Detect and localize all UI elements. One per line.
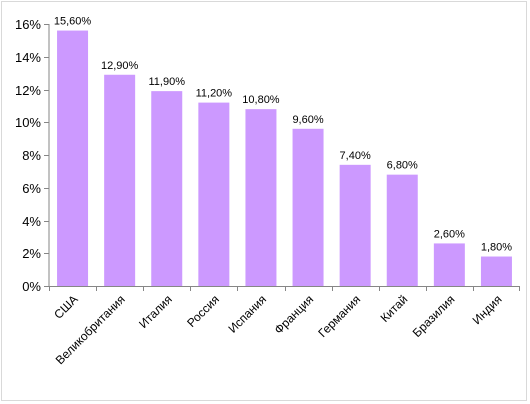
x-category-label: Франция bbox=[272, 292, 317, 337]
bar bbox=[198, 102, 230, 286]
y-tick-label: 2% bbox=[22, 246, 41, 261]
x-category-label: Италия bbox=[136, 292, 175, 331]
data-label: 11,90% bbox=[149, 76, 186, 88]
x-category-label: США bbox=[51, 292, 80, 321]
data-label: 9,60% bbox=[292, 114, 323, 126]
y-tick-label: 0% bbox=[22, 279, 41, 294]
x-category-label: Германия bbox=[315, 292, 363, 340]
y-tick-label: 10% bbox=[15, 115, 41, 130]
bar bbox=[480, 256, 512, 286]
y-tick-label: 4% bbox=[22, 214, 41, 229]
bar bbox=[339, 164, 371, 286]
y-tick-label: 6% bbox=[22, 181, 41, 196]
y-tick-label: 14% bbox=[15, 50, 41, 65]
bar bbox=[386, 174, 418, 286]
data-label: 6,80% bbox=[387, 160, 418, 172]
data-label: 10,80% bbox=[242, 94, 280, 106]
data-label: 2,60% bbox=[434, 228, 465, 240]
data-label: 11,20% bbox=[196, 88, 233, 100]
x-category-label: Индия bbox=[470, 292, 505, 327]
bar bbox=[104, 74, 136, 286]
y-tick-label: 8% bbox=[22, 148, 41, 163]
x-category-label: Россия bbox=[184, 292, 222, 330]
bar bbox=[292, 128, 324, 286]
y-tick-label: 16% bbox=[15, 17, 41, 32]
x-category-label: Испания bbox=[225, 292, 269, 336]
bar bbox=[245, 109, 277, 287]
data-label: 7,40% bbox=[340, 150, 371, 162]
bar bbox=[151, 91, 183, 286]
data-label: 15,60% bbox=[54, 16, 92, 28]
bars: 15,60% 12,90% 11,90% 11,20% 10,80% 9,60% 7,40%… bbox=[54, 16, 512, 287]
x-category-label: Китай bbox=[378, 292, 411, 325]
x-category-label: Бразилия bbox=[410, 292, 458, 340]
y-axis: 0% 2% 4% 6% 8% 10% 12% 14% 16% bbox=[15, 17, 50, 294]
y-tick-label: 12% bbox=[15, 83, 41, 98]
bar bbox=[433, 243, 465, 286]
data-label: 1,80% bbox=[481, 242, 512, 254]
data-label: 12,90% bbox=[101, 60, 139, 72]
bar bbox=[57, 30, 89, 286]
